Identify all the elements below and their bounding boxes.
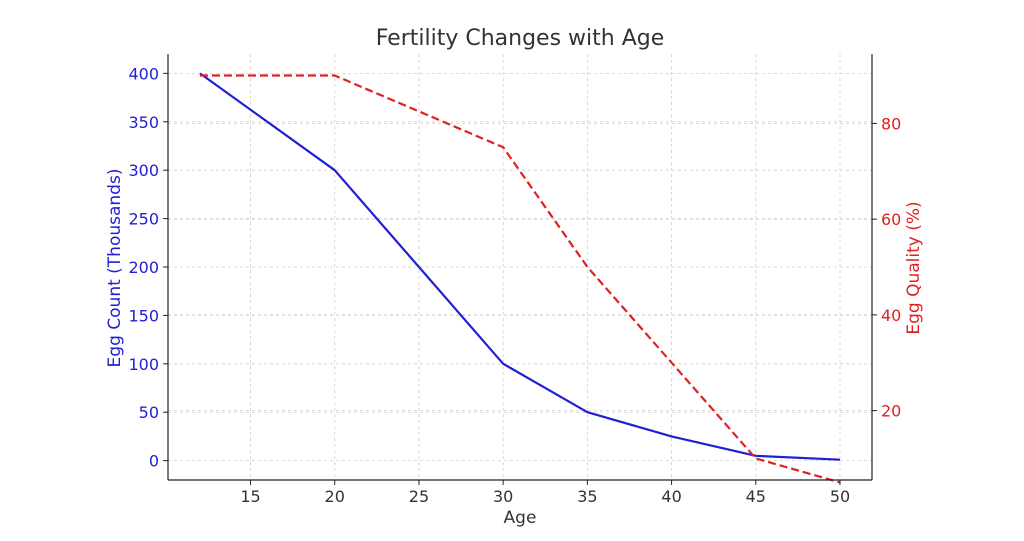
y-tick-label-left: 350 (128, 113, 159, 132)
y-tick-label-left: 50 (139, 403, 159, 422)
x-tick-label: 15 (240, 487, 260, 506)
x-tick-label: 20 (325, 487, 345, 506)
y-tick-label-right: 80 (881, 114, 901, 133)
x-tick-label: 30 (493, 487, 513, 506)
x-axis-label: Age (504, 508, 537, 528)
series-lines (199, 72, 841, 484)
y-tick-label-left: 150 (128, 306, 159, 325)
x-tick-label: 40 (661, 487, 681, 506)
y-axis-label-right: Egg Quality (%) (904, 201, 924, 334)
y-axis-label-left: Egg Count (Thousands) (105, 169, 125, 368)
x-tick-label: 35 (577, 487, 597, 506)
y-tick-label-right: 20 (881, 402, 901, 421)
y-tick-label-left: 300 (128, 161, 159, 180)
x-tick-label: 25 (409, 487, 429, 506)
x-tick-label: 50 (830, 487, 850, 506)
y-tick-label-left: 250 (128, 210, 159, 229)
y-tick-label-right: 60 (881, 210, 901, 229)
ticks: 15 20 25 30 35 40 45 50 0 50 100 150 200 250 300 350 400… (128, 64, 901, 506)
egg-quality-line (200, 74, 841, 484)
grid (168, 54, 872, 480)
egg-count-line (199, 72, 841, 461)
y-tick-label-left: 400 (128, 64, 159, 83)
y-tick-label-right: 40 (881, 306, 901, 325)
y-tick-label-left: 100 (128, 355, 159, 374)
chart-title: Fertility Changes with Age (376, 26, 665, 51)
y-tick-label-left: 200 (128, 258, 159, 277)
y-tick-label-left: 0 (149, 452, 159, 471)
axes (167, 54, 873, 481)
x-tick-label: 45 (746, 487, 766, 506)
